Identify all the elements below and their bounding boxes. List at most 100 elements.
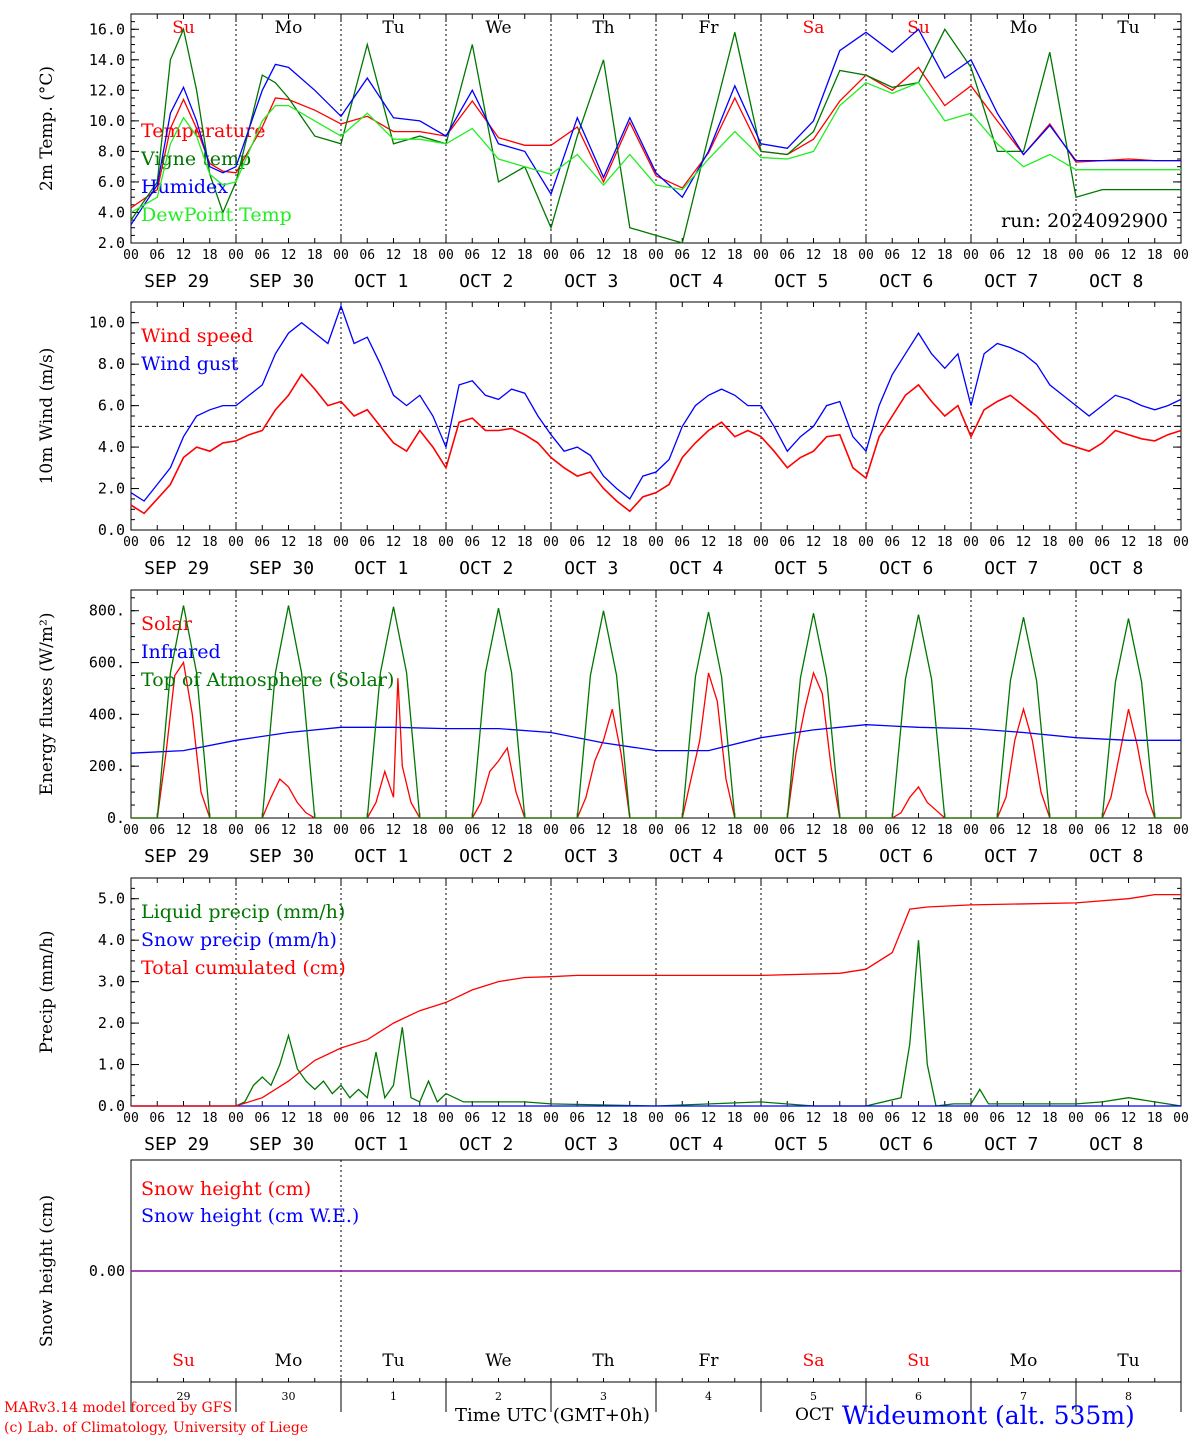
hour-tick-label: 12 bbox=[596, 823, 612, 838]
hour-tick-label: 12 bbox=[701, 1111, 717, 1126]
hour-tick-label: 12 bbox=[281, 1111, 297, 1126]
hour-tick-label: 18 bbox=[832, 823, 848, 838]
hour-tick-label: 12 bbox=[386, 535, 402, 550]
hour-tick-label: 12 bbox=[491, 1111, 507, 1126]
date-label: SEP 29 bbox=[144, 1134, 209, 1155]
hour-tick-label: 06 bbox=[254, 248, 270, 263]
hour-tick-label: 00 bbox=[1068, 248, 1084, 263]
hour-tick-label: 12 bbox=[281, 535, 297, 550]
hour-tick-label: 06 bbox=[149, 535, 165, 550]
legend-entry: Liquid precip (mm/h) bbox=[141, 901, 345, 923]
hour-tick-label: 00 bbox=[438, 535, 454, 550]
oct-label: OCT bbox=[795, 1405, 834, 1425]
date-label: OCT 3 bbox=[564, 558, 618, 579]
hour-tick-label: 18 bbox=[622, 248, 638, 263]
series-line-temperature bbox=[130, 66, 1181, 209]
date-label: OCT 4 bbox=[669, 1134, 723, 1155]
series-line-infrared bbox=[130, 724, 1181, 754]
hour-tick-label: 12 bbox=[386, 823, 402, 838]
day-number: 6 bbox=[915, 1390, 922, 1403]
hour-tick-label: 12 bbox=[491, 823, 507, 838]
day-number: 3 bbox=[600, 1390, 607, 1403]
panel-5: 0.00 Snow height (cm) Su 29 Mo 30 Tu 1 We 2 Th 3 Fr 4… bbox=[37, 1159, 1182, 1412]
hour-tick-label: 12 bbox=[1016, 823, 1032, 838]
hour-tick-label: 18 bbox=[1147, 1111, 1163, 1126]
hour-tick-label: 06 bbox=[1094, 248, 1110, 263]
hour-tick-label: 12 bbox=[1016, 1111, 1032, 1126]
hour-tick-label: 18 bbox=[517, 535, 533, 550]
hour-tick-label: 18 bbox=[412, 248, 428, 263]
hour-tick-label: 00 bbox=[543, 1111, 559, 1126]
y-axis-label: Precip (mm/h) bbox=[37, 930, 57, 1053]
hour-tick-label: 06 bbox=[569, 248, 585, 263]
y-tick-label: 2.0 bbox=[98, 480, 125, 498]
hour-tick-label: 12 bbox=[281, 823, 297, 838]
weekday-label: Tu bbox=[382, 1351, 404, 1371]
hour-tick-label: 12 bbox=[806, 248, 822, 263]
weekday-label: Tu bbox=[1117, 18, 1139, 38]
weekday-label: Mo bbox=[1010, 18, 1038, 38]
hour-tick-label: 18 bbox=[517, 248, 533, 263]
hour-tick-label: 12 bbox=[491, 248, 507, 263]
y-tick-label: 4.0 bbox=[98, 438, 125, 456]
hour-tick-label: 00 bbox=[333, 535, 349, 550]
hour-tick-label: 00 bbox=[438, 823, 454, 838]
hour-tick-label: 18 bbox=[307, 823, 323, 838]
hour-tick-label: 18 bbox=[622, 1111, 638, 1126]
legend-entry: Infrared bbox=[141, 641, 221, 663]
date-label: OCT 8 bbox=[1089, 846, 1143, 867]
y-tick-label: 2.0 bbox=[98, 1014, 125, 1032]
hour-tick-label: 00 bbox=[123, 823, 139, 838]
hour-tick-label: 00 bbox=[333, 1111, 349, 1126]
weekday-label: Th bbox=[592, 18, 614, 38]
hour-tick-label: 18 bbox=[307, 535, 323, 550]
hour-tick-label: 12 bbox=[911, 535, 927, 550]
date-label: OCT 1 bbox=[354, 271, 408, 292]
date-label: OCT 2 bbox=[459, 1134, 513, 1155]
hour-tick-label: 00 bbox=[963, 823, 979, 838]
hour-tick-label: 12 bbox=[386, 1111, 402, 1126]
hour-tick-label: 00 bbox=[228, 535, 244, 550]
date-label: OCT 1 bbox=[354, 1134, 408, 1155]
hour-tick-label: 18 bbox=[1042, 248, 1058, 263]
hour-tick-label: 00 bbox=[123, 1111, 139, 1126]
hour-tick-label: 12 bbox=[386, 248, 402, 263]
hour-tick-label: 18 bbox=[517, 1111, 533, 1126]
date-label: SEP 29 bbox=[144, 558, 209, 579]
hour-tick-label: 00 bbox=[858, 535, 874, 550]
hour-tick-label: 12 bbox=[911, 1111, 927, 1126]
weekday-label: Su bbox=[907, 1351, 930, 1371]
hour-tick-label: 12 bbox=[176, 248, 192, 263]
hour-tick-label: 00 bbox=[543, 248, 559, 263]
y-tick-label: 6.0 bbox=[98, 173, 125, 191]
hour-tick-label: 06 bbox=[254, 1111, 270, 1126]
y-tick-label: 16.0 bbox=[89, 20, 125, 38]
weekday-label: Th bbox=[592, 1351, 614, 1371]
hour-tick-label: 06 bbox=[149, 823, 165, 838]
day-number: 5 bbox=[810, 1390, 817, 1403]
legend-entry: Snow height (cm W.E.) bbox=[141, 1205, 359, 1227]
y-axis-label: Snow height (cm) bbox=[37, 1195, 57, 1347]
hour-tick-label: 00 bbox=[648, 535, 664, 550]
date-label: OCT 1 bbox=[354, 846, 408, 867]
day-number: 2 bbox=[495, 1390, 502, 1403]
lab-credit: (c) Lab. of Climatology, University of L… bbox=[4, 1420, 309, 1436]
time-axis-title: Time UTC (GMT+0h) bbox=[455, 1405, 650, 1426]
day-number: 30 bbox=[282, 1390, 296, 1403]
hour-tick-label: 00 bbox=[753, 535, 769, 550]
hour-tick-label: 06 bbox=[674, 248, 690, 263]
hour-tick-label: 06 bbox=[569, 535, 585, 550]
hour-tick-label: 00 bbox=[228, 1111, 244, 1126]
y-axis-label: Energy fluxes (W/m²) bbox=[37, 613, 57, 796]
weekday-label: Sa bbox=[803, 18, 825, 38]
hour-tick-label: 12 bbox=[701, 248, 717, 263]
hour-tick-label: 06 bbox=[779, 1111, 795, 1126]
hour-tick-label: 06 bbox=[779, 535, 795, 550]
hour-tick-label: 18 bbox=[412, 823, 428, 838]
hour-tick-label: 12 bbox=[596, 248, 612, 263]
hour-tick-label: 00 bbox=[1173, 1111, 1189, 1126]
date-label: OCT 1 bbox=[354, 558, 408, 579]
hour-tick-label: 12 bbox=[701, 823, 717, 838]
y-tick-label: 800. bbox=[89, 602, 125, 620]
hour-tick-label: 00 bbox=[1173, 248, 1189, 263]
